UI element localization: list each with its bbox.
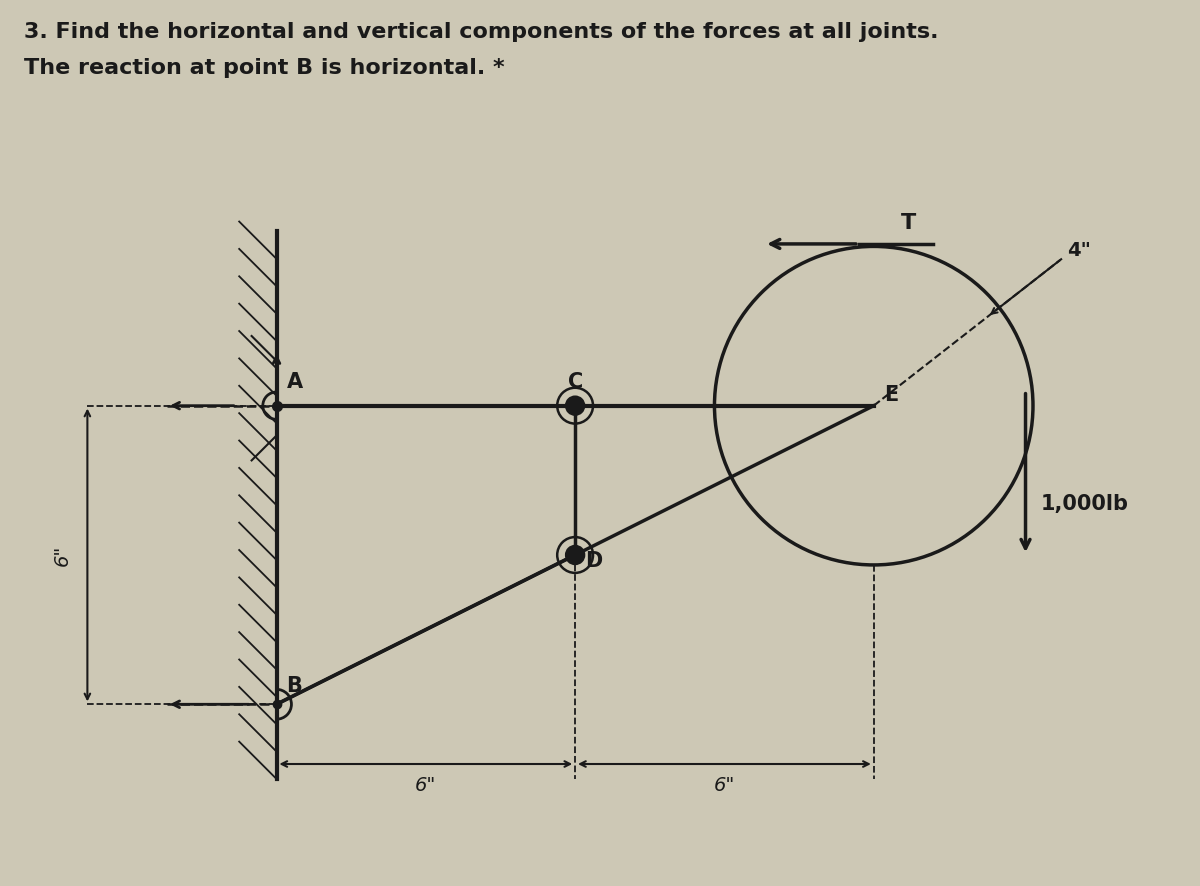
Text: E: E (883, 385, 898, 405)
Circle shape (566, 546, 584, 563)
Text: 6": 6" (415, 776, 437, 796)
Circle shape (566, 397, 584, 415)
Text: D: D (586, 551, 602, 571)
Text: The reaction at point B is horizontal. *: The reaction at point B is horizontal. * (24, 58, 505, 78)
Text: 6": 6" (53, 544, 72, 565)
Text: T: T (901, 213, 916, 233)
Text: C: C (568, 372, 583, 392)
Text: 3. Find the horizontal and vertical components of the forces at all joints.: 3. Find the horizontal and vertical comp… (24, 22, 938, 43)
Text: A: A (287, 372, 302, 392)
Text: B: B (287, 676, 302, 696)
Text: 6": 6" (714, 776, 736, 796)
Text: 1,000lb: 1,000lb (1040, 494, 1128, 514)
Text: 4": 4" (1067, 241, 1091, 260)
